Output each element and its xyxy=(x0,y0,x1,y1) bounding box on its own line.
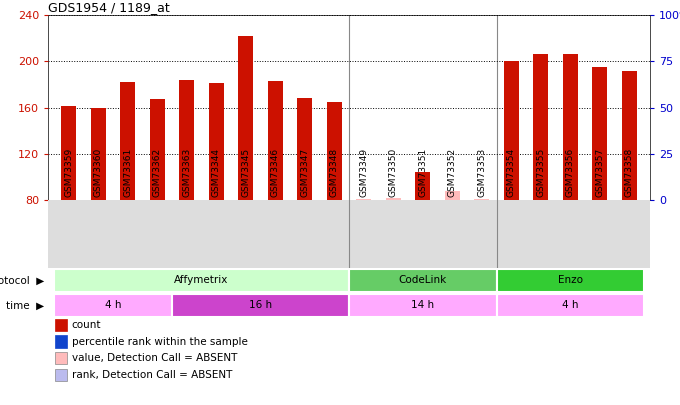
Text: 14 h: 14 h xyxy=(411,300,435,310)
Text: value, Detection Call = ABSENT: value, Detection Call = ABSENT xyxy=(72,353,237,363)
Text: percentile rank within the sample: percentile rank within the sample xyxy=(72,337,248,347)
Text: Enzo: Enzo xyxy=(558,275,583,285)
Bar xyxy=(120,82,135,200)
Text: 4 h: 4 h xyxy=(105,300,121,310)
Bar xyxy=(475,199,489,200)
Text: protocol  ▶: protocol ▶ xyxy=(0,275,45,286)
Bar xyxy=(415,172,430,200)
Text: 16 h: 16 h xyxy=(249,300,272,310)
Bar xyxy=(54,269,349,292)
Bar xyxy=(622,70,636,200)
Bar xyxy=(209,83,224,200)
Bar xyxy=(563,54,578,200)
Bar xyxy=(592,67,607,200)
Bar xyxy=(297,98,312,200)
Bar xyxy=(386,198,401,200)
Bar xyxy=(496,269,644,292)
Bar xyxy=(533,54,548,200)
Text: GDS1954 / 1189_at: GDS1954 / 1189_at xyxy=(48,1,170,14)
Bar xyxy=(445,191,460,200)
Bar xyxy=(504,61,519,200)
Bar xyxy=(268,81,283,200)
Bar xyxy=(172,294,349,317)
Bar xyxy=(61,107,76,200)
Bar xyxy=(150,99,165,200)
Text: Affymetrix: Affymetrix xyxy=(174,275,228,285)
Text: rank, Detection Call = ABSENT: rank, Detection Call = ABSENT xyxy=(72,370,232,380)
Bar xyxy=(349,294,496,317)
Bar xyxy=(238,36,253,200)
Bar xyxy=(349,269,496,292)
Text: count: count xyxy=(72,320,101,330)
Text: time  ▶: time ▶ xyxy=(7,301,45,311)
Bar xyxy=(356,199,371,200)
Bar xyxy=(496,294,644,317)
Bar xyxy=(54,294,172,317)
Bar xyxy=(327,102,341,200)
Text: CodeLink: CodeLink xyxy=(398,275,447,285)
Bar xyxy=(91,107,105,200)
Bar xyxy=(180,80,194,200)
Text: 4 h: 4 h xyxy=(562,300,579,310)
